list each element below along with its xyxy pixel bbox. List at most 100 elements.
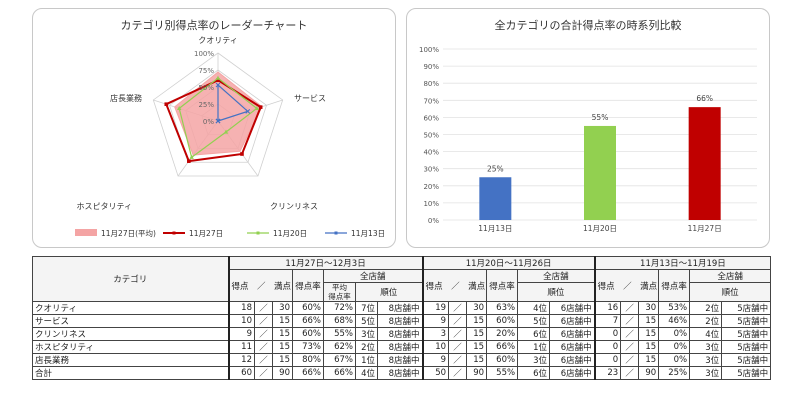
slash-cell: ／ — [620, 340, 640, 354]
score-cell: 9 — [421, 314, 450, 328]
rate-header: 得点率 — [658, 269, 691, 302]
bar-category-label: 11月27日 — [688, 224, 722, 233]
bar-y-tick-label: 10% — [423, 200, 439, 208]
max-score-cell: 15 — [466, 314, 488, 328]
radar-axis-label: サービス — [294, 94, 326, 103]
slash-cell: ／ — [448, 327, 468, 341]
rate-cell: 0% — [658, 340, 691, 354]
rate-cell: 20% — [486, 327, 519, 341]
score-header: 得点 ／ 満点 — [227, 269, 293, 302]
rank-cell: 1位 — [355, 353, 378, 367]
store-count-cell: 8店舗中 — [376, 353, 424, 367]
slash-cell: ／ — [620, 314, 640, 328]
svg-text:11月27日: 11月27日 — [189, 229, 223, 238]
rate-cell: 46% — [658, 314, 691, 328]
category-cell: 合計 — [32, 366, 229, 380]
score-cell: 10 — [421, 340, 450, 354]
score-cell: 23 — [593, 366, 622, 380]
svg-text:11月27日(平均): 11月27日(平均) — [101, 228, 156, 238]
store-count-cell: 5店舗中 — [721, 327, 772, 341]
bar-y-tick-label: 60% — [423, 114, 439, 122]
radar-grid-ring — [152, 52, 284, 177]
rate-cell: 60% — [486, 314, 519, 328]
max-score-cell: 15 — [638, 314, 660, 328]
radar-point — [216, 78, 220, 82]
score-cell: 16 — [593, 301, 622, 315]
score-cell: 9 — [421, 353, 450, 367]
slash-cell: ／ — [448, 314, 468, 328]
radar-point — [240, 152, 244, 156]
radar-point — [215, 118, 221, 124]
rate-cell: 63% — [486, 301, 519, 315]
rate-cell: 60% — [292, 301, 324, 315]
max-score-cell: 15 — [638, 340, 660, 354]
bar — [584, 125, 616, 220]
bar-y-tick-label: 70% — [423, 97, 439, 105]
slash-cell: ／ — [254, 366, 273, 380]
score-cell: 0 — [593, 327, 622, 341]
store-count-cell: 5店舗中 — [721, 340, 772, 354]
rank-cell: 3位 — [517, 353, 551, 367]
avg-rate-header-line1: 平均 — [332, 283, 347, 293]
bar-y-tick-label: 40% — [423, 149, 439, 157]
radar-point — [258, 105, 263, 109]
slash-cell: ／ — [620, 327, 640, 341]
slash-cell: ／ — [448, 366, 468, 380]
store-count-cell: 8店舗中 — [376, 301, 424, 315]
category-cell: ホスピタリティ — [32, 340, 229, 354]
rank-cell: 3位 — [689, 366, 723, 380]
max-score-cell: 15 — [272, 353, 293, 367]
table-row: クオリティ 18 ／ 30 60% 72% 7位 8店舗中 19 ／ 30 63% 4位 6店舗中 16 ／ 3… — [32, 301, 772, 315]
max-score-cell: 15 — [466, 340, 488, 354]
slash-cell: ／ — [254, 327, 273, 341]
rate-cell: 55% — [486, 366, 519, 380]
score-cell: 7 — [593, 314, 622, 328]
bar — [688, 107, 721, 220]
score-cell: 9 — [227, 327, 255, 341]
radar-chart-title: カテゴリ別得点率のレーダーチャート — [120, 19, 308, 32]
radar-tick-label: 0% — [203, 118, 214, 126]
period-header-1: 11月27日～12月3日 — [227, 256, 424, 270]
rate-cell: 0% — [658, 327, 691, 341]
radar-point — [245, 108, 251, 114]
store-count-cell: 8店舗中 — [376, 327, 424, 341]
bar-category-label: 11月13日 — [478, 224, 512, 233]
rank-cell: 6位 — [517, 366, 551, 380]
max-score-cell: 15 — [466, 327, 488, 341]
radar-axis-label: クリンリネス — [270, 202, 318, 211]
radar-axis-label: クオリティ — [198, 36, 238, 45]
store-count-cell: 6店舗中 — [549, 314, 596, 328]
avg-rate-cell: 72% — [323, 301, 356, 315]
max-score-cell: 90 — [466, 366, 488, 380]
store-count-cell: 5店舗中 — [721, 301, 772, 315]
max-score-cell: 30 — [638, 301, 660, 315]
avg-rate-cell: 68% — [323, 314, 356, 328]
score-cell: 3 — [421, 327, 450, 341]
table-row: サービス 10 ／ 15 66% 68% 5位 8店舗中 9 ／ 15 60% 5位 6店舗中 7 ／ 15 46… — [32, 314, 772, 328]
table-row: クリンリネス 9 ／ 15 60% 55% 3位 8店舗中 3 ／ 15 20% 6位 6店舗中 0 ／ 15 0… — [32, 327, 772, 341]
radar-point — [215, 75, 221, 80]
table-row: 店長業務 12 ／ 15 80% 67% 1位 8店舗中 9 ／ 15 60% 3位 6店舗中 0 ／ 15 0%… — [32, 353, 772, 367]
category-cell: クオリティ — [32, 301, 229, 315]
radar-legend-item: 11月27日(平均) — [75, 228, 156, 238]
radar-legend-item: 11月27日 — [163, 229, 223, 238]
slash-cell: ／ — [254, 314, 273, 328]
radar-tick-label: 100% — [194, 50, 214, 58]
rank-header: 順位 — [689, 282, 772, 302]
radar-legend-item: 11月20日 — [247, 229, 307, 238]
store-count-cell: 8店舗中 — [376, 340, 424, 354]
all-stores-header: 全店舗 — [322, 269, 424, 283]
rate-cell: 25% — [658, 366, 691, 380]
category-cell: サービス — [32, 314, 229, 328]
bar-y-tick-label: 20% — [423, 183, 439, 191]
score-cell: 10 — [227, 314, 255, 328]
all-stores-header: 全店舗 — [517, 269, 596, 283]
score-header: 得点 ／ 満点 — [593, 269, 660, 302]
radar-point — [189, 154, 194, 159]
store-count-cell: 8店舗中 — [376, 314, 424, 328]
rank-cell: 1位 — [517, 340, 551, 354]
rate-cell: 66% — [292, 366, 324, 380]
category-header: カテゴリ — [32, 256, 229, 302]
radar-point — [176, 105, 182, 110]
score-cell: 60 — [227, 366, 255, 380]
